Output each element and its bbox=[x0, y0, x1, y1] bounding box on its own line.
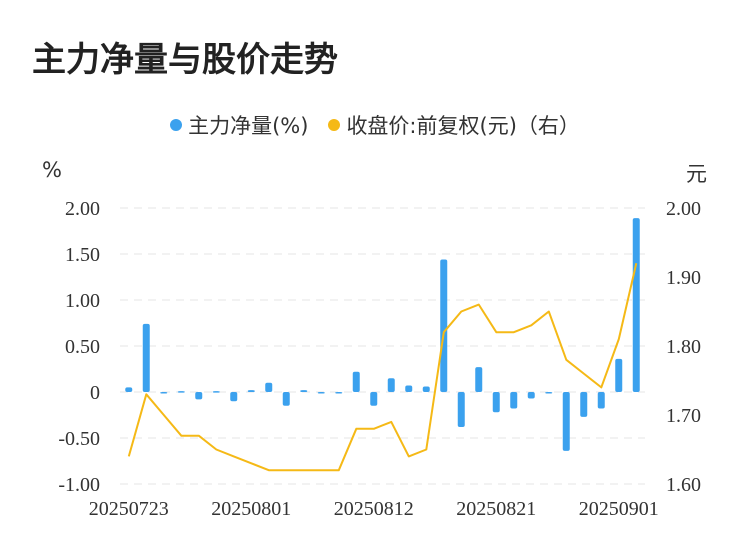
legend-marker-net-volume bbox=[170, 119, 183, 131]
y-right-tick-label: 1.80 bbox=[666, 336, 701, 358]
bar bbox=[580, 392, 588, 417]
bar bbox=[615, 358, 623, 392]
bar bbox=[527, 392, 535, 399]
bar bbox=[335, 392, 343, 394]
legend-item-net-volume[interactable]: 主力净量(%) bbox=[170, 110, 308, 140]
y-left-tick-label: 1.50 bbox=[65, 244, 100, 266]
y-left-tick-label: 1.00 bbox=[65, 290, 100, 312]
bar bbox=[317, 392, 325, 394]
bar bbox=[125, 387, 133, 392]
bar bbox=[160, 392, 168, 394]
y-left-tick-label: -0.50 bbox=[58, 428, 100, 450]
x-tick-label: 20250821 bbox=[456, 498, 536, 520]
legend-item-close-price[interactable]: 收盘价:前复权(元)（右） bbox=[328, 110, 580, 140]
price-line bbox=[127, 262, 638, 472]
bar bbox=[300, 390, 308, 392]
bar bbox=[247, 390, 255, 392]
bar bbox=[352, 371, 360, 392]
legend-marker-close-price bbox=[328, 119, 341, 131]
y-right-tick-label: 1.60 bbox=[666, 474, 701, 496]
bar bbox=[142, 323, 150, 392]
x-tick-label: 20250901 bbox=[579, 498, 659, 520]
chart-title: 主力净量与股价走势 bbox=[32, 40, 338, 80]
bar bbox=[265, 382, 273, 392]
y-right-tick-label: 1.70 bbox=[666, 405, 701, 427]
y-right-tick-label: 1.90 bbox=[666, 267, 701, 289]
x-tick-label: 20250723 bbox=[89, 498, 169, 520]
right-axis-unit: 元 bbox=[686, 162, 707, 186]
x-tick-label: 20250801 bbox=[211, 498, 291, 520]
bar bbox=[492, 392, 500, 413]
bar bbox=[510, 392, 518, 409]
bar bbox=[632, 218, 640, 392]
legend-label-net-volume: 主力净量(%) bbox=[188, 114, 309, 138]
bar bbox=[405, 385, 413, 392]
bar bbox=[387, 378, 395, 392]
legend-label-close-price: 收盘价:前复权(元)（右） bbox=[346, 114, 580, 138]
bar bbox=[282, 392, 290, 406]
legend: 主力净量(%) 收盘价:前复权(元)（右） bbox=[0, 110, 750, 140]
x-tick-label: 20250812 bbox=[334, 498, 414, 520]
y-left-tick-label: 0.50 bbox=[65, 336, 100, 358]
bar bbox=[545, 392, 553, 394]
y-left-tick-label: 0 bbox=[90, 382, 100, 404]
bar bbox=[370, 392, 378, 406]
bar bbox=[597, 392, 605, 409]
y-right-tick-label: 2.00 bbox=[666, 198, 701, 220]
bar bbox=[457, 392, 465, 427]
y-left-tick-label: 2.00 bbox=[65, 198, 100, 220]
left-axis-unit: % bbox=[42, 158, 62, 182]
bar bbox=[230, 392, 238, 402]
bar bbox=[212, 391, 220, 393]
bar bbox=[475, 367, 483, 392]
bar bbox=[195, 392, 203, 400]
bar bbox=[177, 391, 185, 393]
bar bbox=[440, 259, 448, 392]
y-left-tick-label: -1.00 bbox=[58, 474, 100, 496]
bar bbox=[422, 386, 430, 392]
bar bbox=[562, 392, 570, 451]
